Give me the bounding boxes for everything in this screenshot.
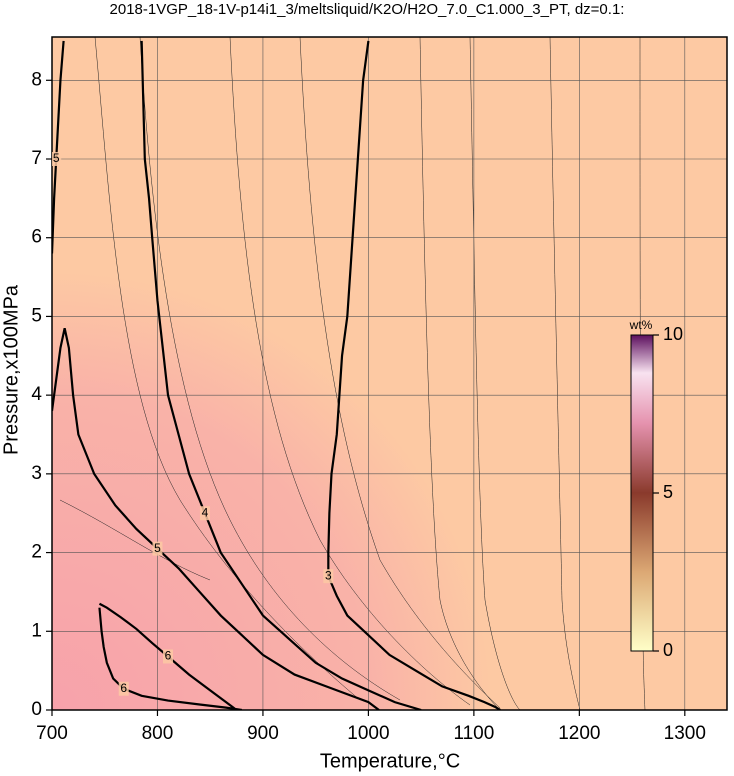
- contour-label-bg: [52, 152, 62, 167]
- x-tick-label: 1200: [558, 723, 600, 744]
- contour-label: 5: [53, 151, 60, 165]
- y-tick-label: 1: [31, 620, 42, 641]
- colorbar: [630, 334, 654, 652]
- y-tick-label: 8: [31, 69, 42, 90]
- y-axis-label: Pressure,x100MPa: [0, 284, 22, 455]
- contour-line: [52, 40, 380, 710]
- contour-label-bg: [152, 541, 163, 556]
- plot-frame: [51, 36, 728, 711]
- contour-line: [140, 40, 422, 710]
- y-tick-label: 5: [31, 305, 42, 326]
- contour-label: 4: [202, 505, 209, 519]
- minor-contours: [59, 37, 646, 710]
- colorbar-label: wt%: [629, 318, 653, 332]
- y-tick-label: 4: [31, 384, 42, 405]
- contour-line: [98, 602, 243, 710]
- x-tick-label: 900: [247, 723, 279, 744]
- contour-label: 6: [120, 681, 127, 695]
- y-tick-label: 3: [31, 463, 42, 484]
- colorbar-tick-label: 10: [663, 324, 683, 344]
- contour-label-bg: [323, 569, 334, 584]
- contours: 3 4 5 5 6 6: [52, 40, 501, 710]
- y-tick-label: 0: [31, 699, 42, 720]
- chart-title: 2018-1VGP_18-1V-p14i1_3/meltsliquid/K2O/…: [110, 1, 625, 18]
- colorbar-tick-label: 0: [663, 640, 673, 660]
- contour-label-bg: [163, 649, 174, 664]
- contour-label-bg: [199, 506, 210, 521]
- contour-label: 3: [325, 568, 332, 582]
- contour-label-bg: [118, 681, 129, 696]
- x-tick-label: 1100: [453, 723, 494, 744]
- x-tick-label: 1000: [347, 723, 389, 744]
- plot-background: [52, 37, 727, 710]
- x-tick-label: 1300: [664, 723, 706, 744]
- x-axis-label: Temperature,°C: [320, 750, 460, 772]
- y-tick-label: 6: [31, 227, 42, 248]
- contour-label: 6: [165, 649, 172, 663]
- y-tick-label: 2: [31, 542, 42, 563]
- y-tick-label: 7: [31, 148, 42, 169]
- contour-label: 5: [154, 541, 161, 555]
- colorbar-tick-label: 5: [663, 482, 673, 502]
- x-tick-label: 800: [142, 723, 174, 744]
- x-tick-label: 700: [36, 723, 68, 744]
